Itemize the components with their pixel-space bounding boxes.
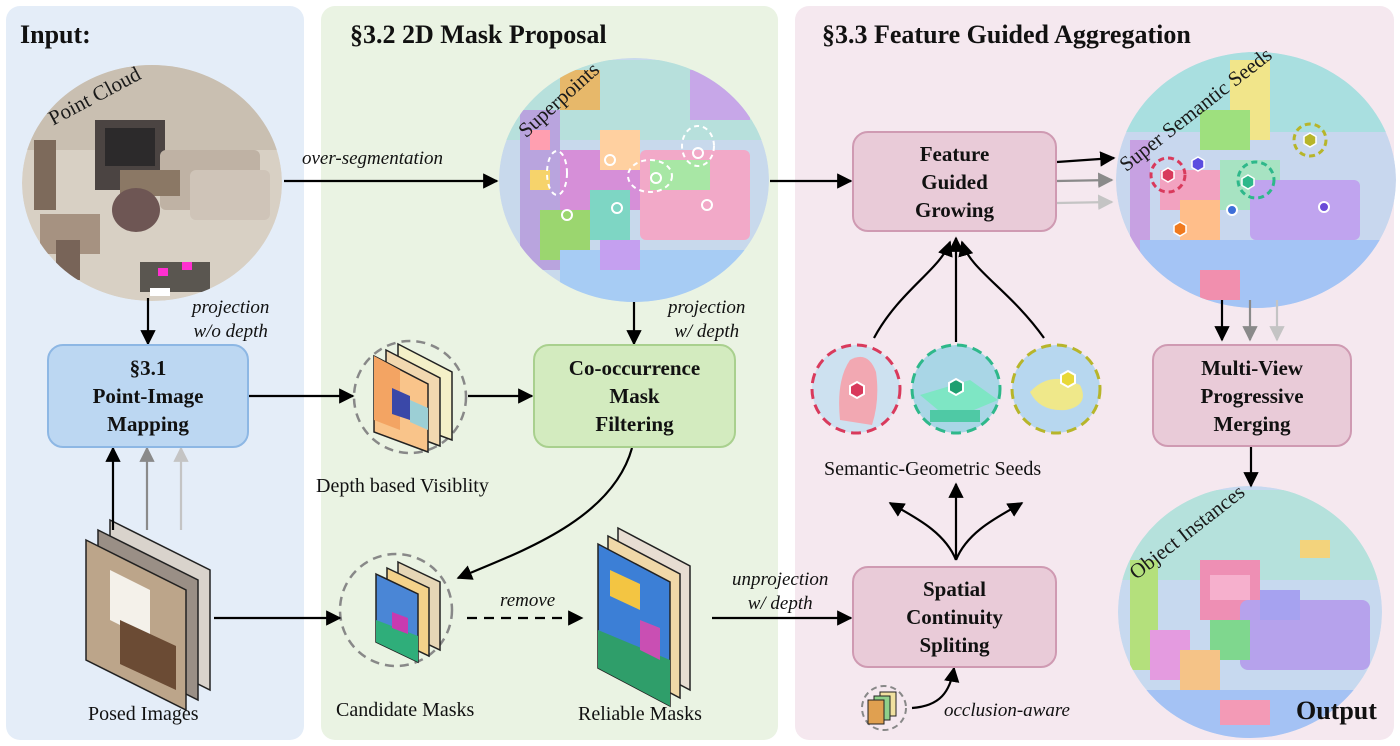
seed-olive [1012,345,1100,433]
feature-guided-growing-box[interactable]: Feature Guided Growing [852,131,1057,232]
growing-line-3: Growing [915,197,994,222]
point-cloud-image [22,65,282,301]
remove-label: remove [500,590,556,611]
cooccurrence-line-2: Mask [609,384,660,408]
posed-images-stack [85,518,211,712]
occlusion-aware-label: occlusion-aware [944,700,1070,721]
splitting-line-2: Continuity [906,605,1003,629]
candidate-masks-label: Candidate Masks [336,699,475,721]
aggregation-heading: §3.3 Feature Guided Aggregation [822,20,1191,49]
projection-w-depth-label: projection w/ depth [668,296,745,344]
cooccurrence-mask-filtering-box[interactable]: Co-occurrence Mask Filtering [533,344,736,448]
merging-line-3: Merging [1213,411,1291,436]
depth-visibility-label: Depth based Visiblity [316,475,489,497]
projection-w-depth-line-1: projection [668,297,746,318]
unprojection-label: unprojection w/ depth [732,568,828,616]
over-segmentation-label: over-segmentation [302,148,444,169]
input-heading: Input: [20,20,91,49]
superpoints-image [499,58,769,302]
cooccurrence-line-3: Filtering [595,412,674,436]
mask-proposal-heading: §3.2 2D Mask Proposal [350,20,607,49]
unprojection-line-2: w/ depth [747,593,813,614]
arrows [105,151,1259,710]
point-image-mapping-box[interactable]: §3.1 Point-Image Mapping [47,344,249,448]
posed-images-label: Posed Images [88,703,199,725]
merging-line-2: Progressive [1200,383,1304,408]
spatial-continuity-spliting-box[interactable]: Spatial Continuity Spliting [852,566,1057,668]
mapping-line-1: §3.1 [129,356,167,380]
depth-visibility-stack [352,339,468,455]
unprojection-line-1: unprojection [732,569,829,590]
projection-w-depth-line-2: w/ depth [674,321,740,342]
candidate-masks-stack [338,552,454,668]
growing-line-2: Guided [921,169,988,194]
object-instances-image [1118,486,1382,738]
semantic-geometric-seeds-label: Semantic-Geometric Seeds [824,458,1042,480]
mapping-line-2: Point-Image [92,384,204,408]
projection-wo-depth-line-2: w/o depth [193,321,268,342]
output-label: Output [1296,696,1377,725]
projection-wo-depth-line-1: projection [192,297,270,318]
super-semantic-seeds-image [1116,52,1396,308]
cooccurrence-line-1: Co-occurrence [568,356,701,380]
multi-view-progressive-merging-box[interactable]: Multi-View Progressive Merging [1152,344,1352,447]
splitting-line-3: Spliting [919,633,990,657]
occlusion-icon [861,685,907,731]
splitting-line-1: Spatial [922,577,987,601]
projection-wo-depth-label: projection w/o depth [192,296,269,344]
reliable-masks-label: Reliable Masks [578,703,702,725]
merging-line-1: Multi-View [1201,355,1303,380]
reliable-masks-stack [597,526,691,708]
growing-line-1: Feature [919,141,990,166]
mapping-line-3: Mapping [107,412,189,436]
